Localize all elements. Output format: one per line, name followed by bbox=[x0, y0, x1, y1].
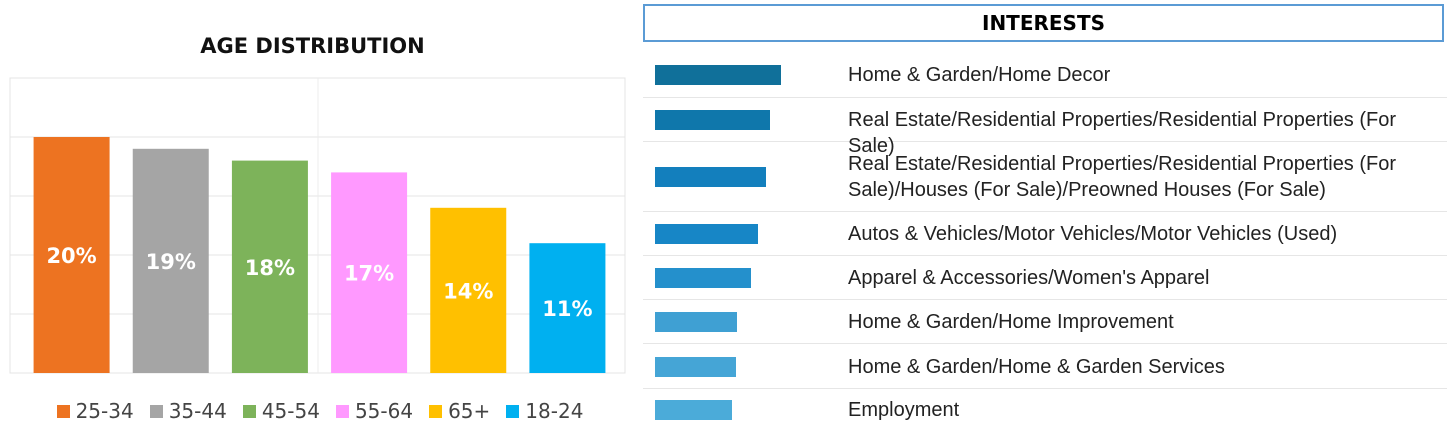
data-label-55-64: 17% bbox=[344, 262, 394, 286]
interest-label: Home & Garden/Home Decor bbox=[848, 64, 1111, 86]
bar-45-54 bbox=[231, 160, 308, 373]
interest-row: Apparel & Accessories/Women's Apparel bbox=[643, 256, 1447, 300]
legend-swatch bbox=[149, 404, 163, 418]
interest-bar bbox=[655, 312, 737, 332]
interest-row: Autos & Vehicles/Motor Vehicles/Motor Ve… bbox=[643, 212, 1447, 256]
legend-item-35-44: 35-44 bbox=[149, 399, 227, 423]
legend-label: 35-44 bbox=[168, 399, 227, 423]
legend-swatch bbox=[242, 404, 256, 418]
legend-swatch bbox=[56, 404, 70, 418]
interest-label: Home & Garden/Home & Garden Services bbox=[848, 355, 1225, 378]
interest-label: Real Estate/Residential Properties/Resid… bbox=[848, 153, 1397, 201]
legend-item-45-54: 45-54 bbox=[242, 399, 320, 423]
interest-bar bbox=[655, 110, 770, 130]
interest-label: Apparel & Accessories/Women's Apparel bbox=[848, 267, 1210, 289]
interest-bar bbox=[655, 268, 751, 288]
legend-label: 25-34 bbox=[75, 399, 134, 423]
legend-item-18-24: 18-24 bbox=[506, 399, 583, 423]
legend-item-25-34: 25-34 bbox=[56, 399, 134, 423]
interest-label: Autos & Vehicles/Motor Vehicles/Motor Ve… bbox=[848, 223, 1338, 245]
legend-swatch bbox=[335, 404, 349, 418]
interest-label: Employment bbox=[848, 399, 960, 421]
legend-item-55-64: 55-64 bbox=[335, 399, 414, 423]
interest-label: Real Estate/Residential Properties/Resid… bbox=[848, 109, 1397, 157]
data-label-18-24: 11% bbox=[542, 297, 592, 321]
interest-bar bbox=[655, 356, 736, 377]
data-label-65+: 14% bbox=[443, 279, 493, 303]
legend-label: 55-64 bbox=[354, 399, 414, 423]
bar-18-24 bbox=[529, 243, 606, 373]
interests-panel: INTERESTS Home & Garden/Home Decor Real E… bbox=[643, 0, 1447, 431]
legend-label: 65+ bbox=[448, 399, 491, 423]
legend-swatch bbox=[506, 404, 520, 418]
legend-item-65+: 65+ bbox=[429, 399, 490, 423]
chart-title: AGE DISTRIBUTION bbox=[200, 34, 425, 58]
interest-row: Real Estate/Residential Properties/Resid… bbox=[643, 98, 1447, 157]
interest-label: Home & Garden/Home Improvement bbox=[848, 311, 1174, 333]
interest-bar bbox=[655, 167, 766, 187]
interest-bar bbox=[655, 224, 759, 244]
data-label-45-54: 18% bbox=[245, 256, 295, 280]
age-distribution-panel: AGE DISTRIBUTION 20% 19% 18% 17% 14% 11% 25-3… bbox=[0, 0, 640, 431]
interest-row: Home & Garden/Home Improvement bbox=[643, 300, 1447, 344]
legend-label: 45-54 bbox=[261, 399, 320, 423]
bar-35-44 bbox=[132, 148, 209, 373]
interest-row: Home & Garden/Home Decor bbox=[643, 52, 1447, 98]
data-label-25-34: 20% bbox=[46, 244, 96, 268]
bar-55-64 bbox=[331, 172, 408, 373]
interests-title: INTERESTS bbox=[643, 4, 1444, 42]
interest-row: Real Estate/Residential Properties/Resid… bbox=[643, 142, 1447, 212]
bar-25-34 bbox=[33, 137, 110, 373]
interest-bar bbox=[655, 400, 732, 420]
legend-label: 18-24 bbox=[525, 399, 584, 423]
interest-row: Home & Garden/Home & Garden Services bbox=[643, 344, 1447, 389]
interest-bar bbox=[655, 65, 781, 85]
bar-65+ bbox=[430, 207, 507, 373]
data-label-35-44: 19% bbox=[146, 250, 196, 274]
interest-row: Employment bbox=[643, 389, 1447, 431]
age-distribution-chart: 20% 19% 18% 17% 14% 11% bbox=[9, 77, 626, 374]
chart-legend: 25-34 35-44 45-54 55-64 65+ 18-24 bbox=[10, 396, 630, 426]
legend-swatch bbox=[429, 404, 443, 418]
